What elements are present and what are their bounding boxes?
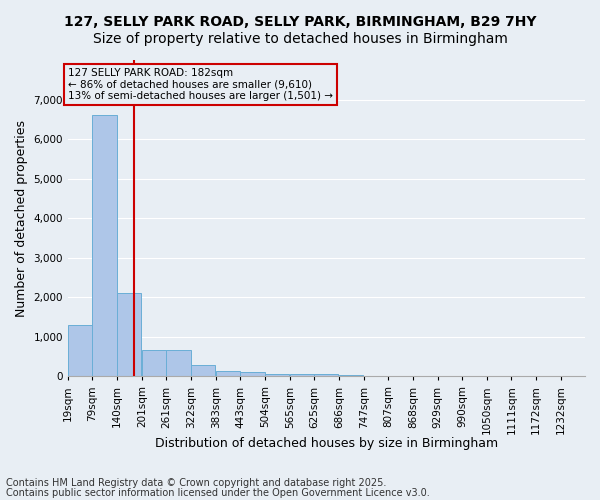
Text: 127 SELLY PARK ROAD: 182sqm
← 86% of detached houses are smaller (9,610)
13% of : 127 SELLY PARK ROAD: 182sqm ← 86% of det… [68, 68, 333, 101]
Bar [166, 350, 191, 376]
Text: 127, SELLY PARK ROAD, SELLY PARK, BIRMINGHAM, B29 7HY: 127, SELLY PARK ROAD, SELLY PARK, BIRMIN… [64, 15, 536, 29]
Bar [68, 325, 92, 376]
Bar [216, 370, 240, 376]
Bar [240, 372, 265, 376]
Bar [92, 116, 116, 376]
Text: Contains public sector information licensed under the Open Government Licence v3: Contains public sector information licen… [6, 488, 430, 498]
Bar [290, 374, 314, 376]
Bar [265, 374, 289, 376]
Bar [117, 294, 142, 376]
Bar [142, 350, 166, 376]
Bar [314, 374, 338, 376]
Y-axis label: Number of detached properties: Number of detached properties [15, 120, 28, 316]
Bar [191, 364, 215, 376]
Text: Contains HM Land Registry data © Crown copyright and database right 2025.: Contains HM Land Registry data © Crown c… [6, 478, 386, 488]
Text: Size of property relative to detached houses in Birmingham: Size of property relative to detached ho… [92, 32, 508, 46]
X-axis label: Distribution of detached houses by size in Birmingham: Distribution of detached houses by size … [155, 437, 498, 450]
